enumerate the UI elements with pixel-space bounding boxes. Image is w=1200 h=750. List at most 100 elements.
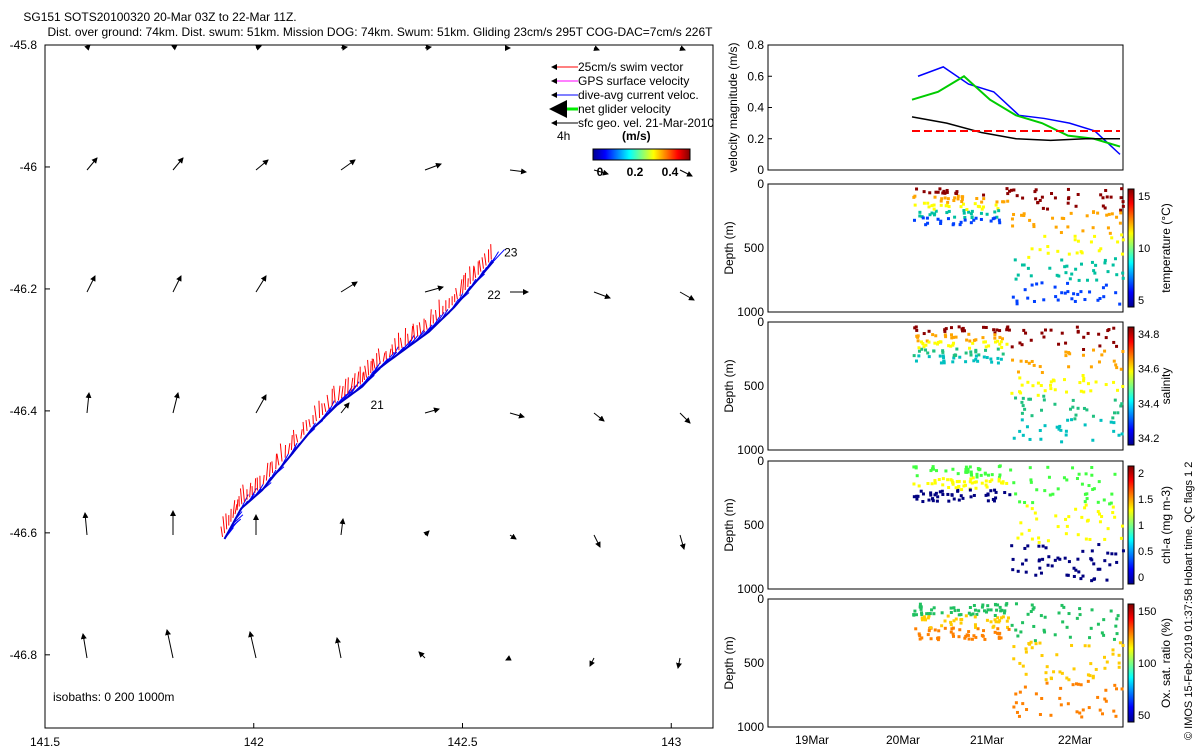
profile-point (912, 495, 916, 499)
profile-point (933, 481, 937, 485)
profile-point (1119, 536, 1123, 540)
profile-point (947, 344, 951, 348)
profile-point (950, 493, 954, 497)
profile-point (947, 205, 951, 209)
profile-point (972, 338, 976, 342)
profile-point (996, 339, 1000, 343)
profile-point (934, 334, 938, 338)
profile-point (949, 333, 953, 337)
profile-point (984, 325, 988, 329)
profile-point (975, 475, 979, 479)
profile-point (989, 489, 993, 493)
profile-point (1082, 335, 1086, 339)
profile-point (1007, 328, 1011, 332)
profile-point (980, 605, 984, 609)
profile-point (1105, 578, 1109, 582)
profile-point (921, 492, 925, 496)
profile-point (1030, 603, 1034, 607)
profile-point (1050, 192, 1054, 196)
profile-point (946, 614, 950, 618)
profile-point (1064, 350, 1068, 354)
swim-vector (318, 400, 321, 419)
profile-point (914, 627, 918, 631)
profile-point (933, 628, 937, 632)
profile-point (1018, 341, 1022, 345)
profile-point (1040, 654, 1044, 658)
profile-point (953, 196, 957, 200)
profile-point (963, 218, 967, 222)
profile-point (986, 493, 990, 497)
profile-point (1038, 198, 1042, 202)
profile-point (1113, 398, 1117, 402)
profile-point (1053, 388, 1057, 392)
geostrophic-arrow (424, 44, 432, 51)
profile-point (952, 199, 956, 203)
profile-point (916, 334, 920, 338)
profile-point (1119, 196, 1123, 200)
profile-point (1012, 436, 1016, 440)
profile-point (931, 497, 935, 501)
profile-point (1066, 225, 1070, 229)
profile-point (1079, 389, 1083, 393)
geostrophic-arrow (335, 637, 342, 659)
profile-point (927, 498, 931, 502)
profile-point (1042, 628, 1046, 632)
profile-point (1021, 404, 1025, 408)
profile-point (993, 630, 997, 634)
profile-point (913, 203, 917, 207)
profile-point (914, 359, 918, 363)
profile-point (989, 219, 993, 223)
swim-vector (412, 323, 416, 339)
profile-point (976, 627, 980, 631)
profile-point (1046, 207, 1050, 211)
profile-point (990, 360, 994, 364)
profile-point (969, 495, 973, 499)
profile-point (1074, 568, 1078, 572)
profile-point (1089, 626, 1093, 630)
profile-point (932, 606, 936, 610)
profile-point (973, 623, 977, 627)
swim-vector (290, 435, 293, 451)
profile-point (1119, 208, 1123, 212)
profile-point (929, 491, 933, 495)
profile-point (1064, 517, 1068, 521)
profile-point (1014, 602, 1018, 606)
profile-point (1118, 641, 1122, 645)
profile-point (1034, 573, 1038, 577)
profile-point (989, 608, 993, 612)
profile-point (975, 612, 979, 616)
profile-point (1083, 298, 1087, 302)
profile-point (1034, 197, 1038, 201)
profile-point (952, 619, 956, 623)
profile-point (1085, 497, 1089, 501)
profile-point (1043, 489, 1047, 493)
profile-point (1032, 624, 1036, 628)
map-axes (44, 44, 714, 729)
geostrophic-arrow (509, 412, 525, 419)
profile-point (1075, 477, 1079, 481)
swim-vector (239, 488, 243, 505)
profile-point (1012, 188, 1016, 192)
profile-point (1111, 652, 1115, 656)
profile-point (1066, 281, 1070, 285)
profile-point (960, 200, 964, 204)
profile-point (1039, 571, 1043, 575)
profile-point (993, 333, 997, 337)
profile-point (962, 480, 966, 484)
profile-point (1060, 603, 1064, 607)
profile-point (969, 477, 973, 481)
profile-point (937, 478, 941, 482)
profile-point (1006, 199, 1010, 203)
geostrophic-arrow (172, 392, 180, 414)
profile-point (1120, 252, 1124, 256)
profile-point (968, 346, 972, 350)
profile-point (1071, 398, 1075, 402)
profile-point (974, 350, 978, 354)
profile-point (989, 357, 993, 361)
profile-point (1049, 328, 1053, 332)
profile-point (946, 200, 950, 204)
profile-point (1014, 692, 1018, 696)
profile-point (963, 215, 967, 219)
profile-point (1041, 557, 1045, 561)
